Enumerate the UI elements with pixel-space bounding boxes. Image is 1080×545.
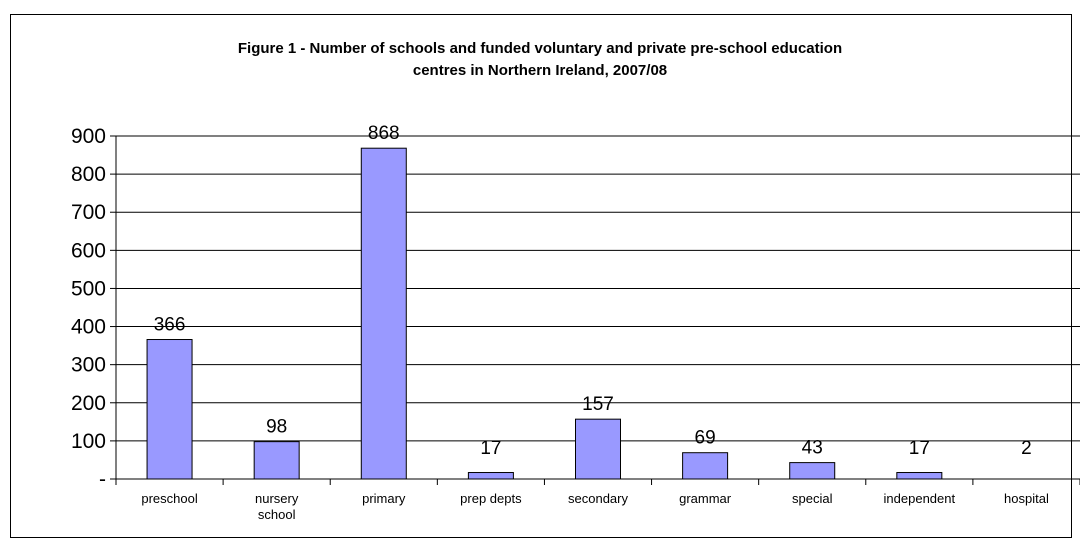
x-tick-label: secondary bbox=[568, 491, 628, 506]
bar bbox=[253, 441, 300, 480]
bar bbox=[575, 418, 621, 480]
bar bbox=[360, 147, 407, 480]
bar bbox=[896, 472, 943, 480]
x-tick-label: school bbox=[258, 507, 296, 522]
bar bbox=[682, 452, 729, 480]
data-label: 2 bbox=[1021, 438, 1032, 459]
data-label: 17 bbox=[480, 438, 501, 459]
x-tick-label: nursery bbox=[255, 491, 299, 506]
data-label: 157 bbox=[582, 394, 614, 415]
y-tick-label: 800 bbox=[71, 163, 106, 186]
data-label: 98 bbox=[266, 417, 287, 438]
y-tick-label: 500 bbox=[71, 277, 106, 300]
bar bbox=[789, 462, 836, 480]
gridlines bbox=[116, 135, 1080, 442]
x-tick-label: grammar bbox=[679, 491, 732, 506]
y-tick-label: 700 bbox=[71, 201, 106, 224]
data-labels: 366 98 868 17 157 69 43 17 2 bbox=[154, 123, 1032, 459]
x-tick-label: special bbox=[792, 491, 833, 506]
x-tick-label: independent bbox=[884, 491, 956, 506]
y-tick-label: - bbox=[99, 468, 106, 491]
data-label: 17 bbox=[909, 438, 930, 459]
chart-title-line-1: Figure 1 - Number of schools and funded … bbox=[237, 40, 843, 57]
y-tick-label: 900 bbox=[71, 125, 106, 148]
bars bbox=[146, 147, 943, 480]
bar bbox=[146, 339, 193, 480]
y-tick-label: 100 bbox=[71, 430, 106, 453]
x-tick-label: hospital bbox=[1004, 491, 1049, 506]
axes bbox=[110, 135, 1080, 485]
bar bbox=[467, 472, 514, 480]
y-tick-label: 300 bbox=[71, 354, 106, 377]
x-tick-label: primary bbox=[362, 491, 406, 506]
data-label: 43 bbox=[802, 438, 823, 459]
y-tick-label: 600 bbox=[71, 239, 106, 262]
y-tick-label: 200 bbox=[71, 392, 106, 415]
x-tick-label: prep depts bbox=[460, 491, 522, 506]
data-label: 868 bbox=[368, 123, 400, 144]
x-tick-label: preschool bbox=[141, 491, 197, 506]
data-label: 366 bbox=[154, 315, 186, 336]
y-tick-label: 400 bbox=[71, 316, 106, 339]
y-tick-labels: - 100 200 300 400 500 600 700 800 900 bbox=[71, 125, 106, 491]
chart-title-line-2: centres in Northern Ireland, 2007/08 bbox=[412, 62, 668, 79]
chart-title: Figure 1 - Number of schools and funded … bbox=[110, 38, 970, 82]
data-label: 69 bbox=[695, 428, 716, 449]
